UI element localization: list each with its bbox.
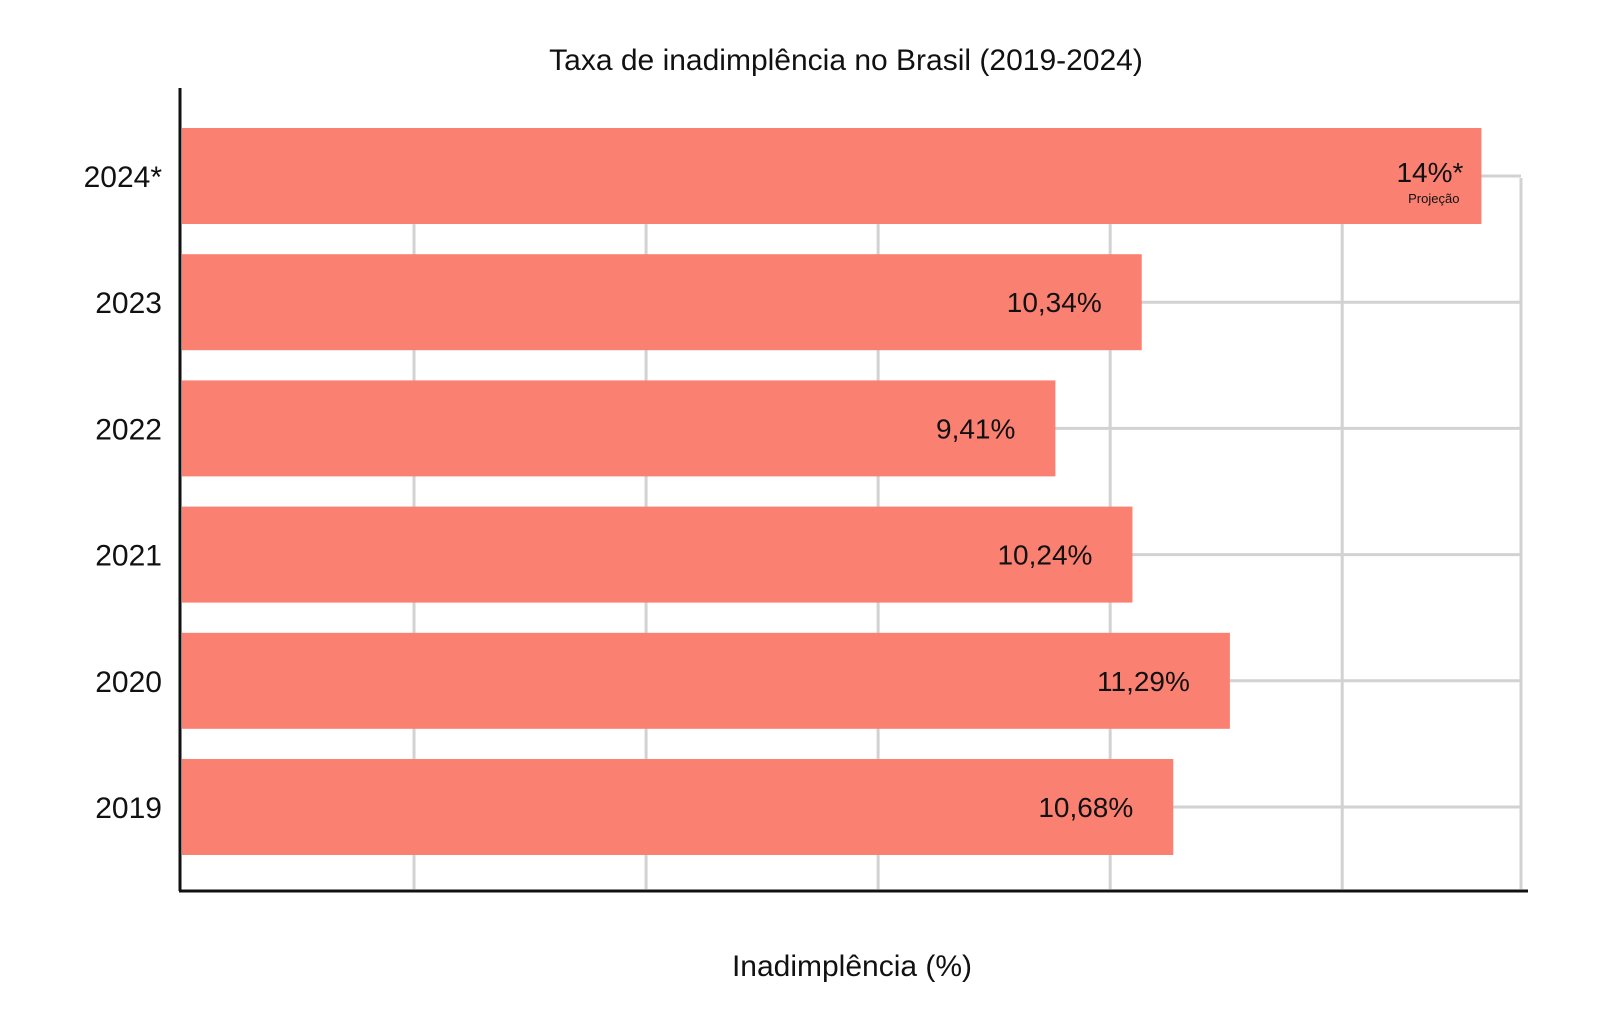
x-axis-title: Inadimplência (%) xyxy=(732,950,972,983)
axes xyxy=(178,88,1528,893)
y-tick-label: 2024* xyxy=(84,161,163,194)
data-label: 9,41% xyxy=(936,413,1015,444)
bar xyxy=(182,506,1133,603)
bar xyxy=(182,254,1142,351)
category-labels: 2024* 2023 2022 2021 2020 2019 xyxy=(84,161,163,825)
bars xyxy=(182,128,1482,855)
bar xyxy=(182,759,1174,855)
bar xyxy=(182,128,1482,224)
data-label: 14%* xyxy=(1396,157,1463,188)
chart-title: Taxa de inadimplência no Brasil (2019-20… xyxy=(549,44,1143,77)
bar xyxy=(182,632,1230,729)
data-label: 10,34% xyxy=(1007,287,1102,318)
y-tick-label: 2021 xyxy=(95,540,162,573)
data-label: 10,24% xyxy=(997,540,1092,571)
y-tick-label: 2022 xyxy=(95,413,162,446)
y-tick-label: 2023 xyxy=(95,287,162,320)
annotation-label: Projeção xyxy=(1408,191,1459,206)
data-label: 10,68% xyxy=(1038,792,1133,823)
bar xyxy=(182,380,1056,477)
y-tick-label: 2020 xyxy=(95,666,162,699)
data-label: 11,29% xyxy=(1097,666,1190,697)
data-labels: 14%* Projeção 10,34% 9,41% 10,24% 11,29% 10,68… xyxy=(936,157,1464,823)
y-tick-label: 2019 xyxy=(95,792,162,825)
